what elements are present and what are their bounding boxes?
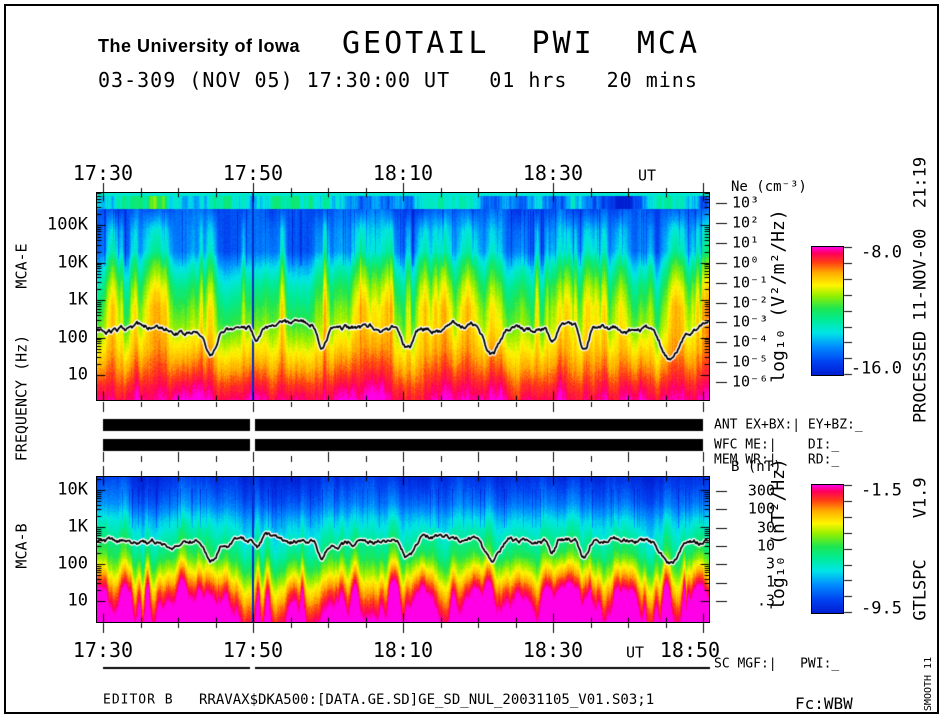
page-title: GEOTAIL PWI MCA (342, 26, 701, 61)
freq-tick-label: 100 (57, 553, 88, 574)
mca-b-spectrogram-canvas (97, 477, 709, 622)
ne-axis-title: Ne (cm⁻³) (731, 179, 807, 195)
colorbar-e-min-label: -16.0 (850, 358, 902, 379)
colorbar-e-max-label: -8.0 (861, 242, 902, 263)
ne-tick-label: 10⁻⁵ (732, 352, 769, 371)
colorbar-mca-e (811, 246, 844, 376)
b-tick-label: 3 (765, 554, 775, 573)
bottom-time-tick-label: 18:30 (522, 638, 584, 662)
status-wfc-label: WFC ME:| DI:_ (714, 437, 840, 453)
freq-tick-label: 1K (67, 516, 88, 537)
colorbar-b-min-label: -9.5 (861, 598, 902, 619)
bottom-time-tick-label: 17:50 (222, 638, 284, 662)
smooth-label: SMOOTH 11 (923, 656, 934, 712)
freq-tick-label: 10 (67, 590, 88, 611)
ne-tick-label: 10¹ (732, 233, 760, 252)
freq-tick-label: 1K (67, 289, 88, 310)
colorbar-b-max-label: -1.5 (861, 480, 902, 501)
receiver-label: Fc:WBW (795, 694, 853, 713)
b-axis-title: B (nT) (731, 459, 782, 475)
ne-tick-label: 10⁻⁶ (732, 372, 769, 391)
mca-e-axis-label: MCA-E (12, 243, 31, 289)
institution-label: The University of Iowa (98, 36, 301, 56)
top-ut-label: UT (638, 166, 657, 185)
bottom-ut-label: UT (626, 643, 645, 662)
top-time-tick-label: 18:10 (372, 161, 434, 185)
bottom-time-tick-label: 17:30 (72, 638, 134, 662)
bottom-end-tick-label: 18:50 (659, 638, 721, 662)
b-tick-label: .3 (756, 591, 775, 610)
colorbar-b-axis-label: log₁₀ (nT²/Hz) (768, 458, 789, 610)
top-time-tick-label: 17:30 (72, 161, 134, 185)
ne-tick-label: 10⁻⁴ (732, 332, 769, 351)
status-mgf-label: SC MGF:| PWI:_ (714, 656, 840, 672)
freq-tick-label: 10 (67, 364, 88, 385)
data-file-path: RRAVAX$DKA500:[DATA.GE.SD]GE_SD_NUL_2003… (199, 692, 655, 708)
b-tick-label: 300 (747, 481, 775, 500)
processed-timestamp-label: PROCESSED 11-NOV-00 21:19 (910, 156, 931, 424)
mca-b-axis-label: MCA-B (12, 523, 31, 569)
editor-label: EDITOR B (103, 692, 174, 708)
b-tick-label: 1 (765, 572, 775, 591)
program-version-label: GTLSPC V1.9 (910, 477, 931, 621)
freq-tick-label: 10K (57, 252, 88, 273)
top-time-tick-label: 18:30 (522, 161, 584, 185)
ne-tick-label: 10³ (732, 193, 760, 212)
freq-tick-label: 10K (57, 479, 88, 500)
top-time-tick-label: 17:50 (222, 161, 284, 185)
status-mem-label: MEM WR:| RD:_ (714, 452, 840, 468)
freq-tick-label: 100K (47, 214, 88, 235)
ne-tick-label: 10⁻² (732, 293, 769, 312)
mca-e-panel (96, 192, 710, 401)
b-tick-label: 30 (756, 518, 775, 537)
colorbar-e-axis-label: log₁₀ (V²/m²/Hz) (768, 209, 789, 383)
ne-tick-label: 10⁻¹ (732, 273, 769, 292)
freq-tick-label: 100 (57, 327, 88, 348)
b-tick-label: 100 (747, 499, 775, 518)
bottom-time-tick-label: 18:10 (372, 638, 434, 662)
status-ant-label: ANT EX+BX:| EY+BZ:_ (714, 417, 863, 433)
ne-tick-label: 10⁻³ (732, 312, 769, 331)
b-tick-label: 10 (756, 536, 775, 555)
colorbar-mca-b (811, 484, 844, 614)
ne-tick-label: 10⁰ (732, 253, 760, 272)
frequency-axis-label: FREQUENCY (Hz) (12, 334, 31, 462)
page-subtitle: 03-309 (NOV 05) 17:30:00 UT 01 hrs 20 mi… (98, 68, 698, 92)
mca-e-spectrogram-canvas (97, 193, 709, 400)
ne-tick-label: 10² (732, 213, 760, 232)
mca-b-panel (96, 476, 710, 623)
